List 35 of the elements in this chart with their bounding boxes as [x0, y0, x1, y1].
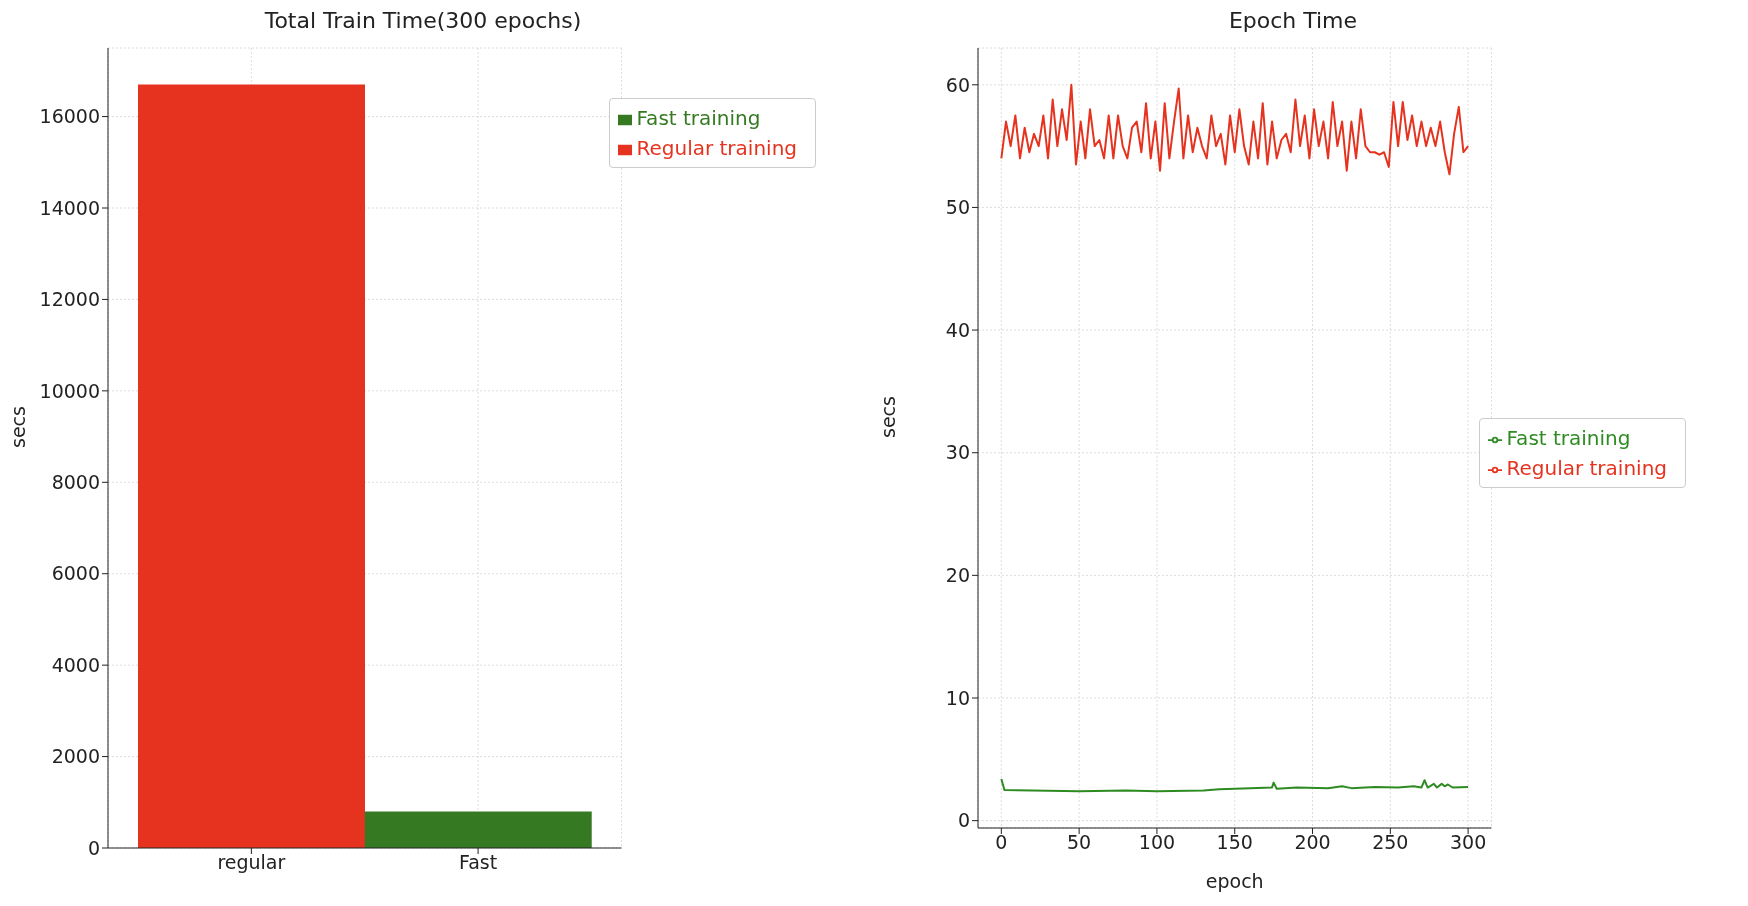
chart-title: Epoch Time: [1227, 8, 1359, 35]
x-tick-label: 100: [1138, 831, 1176, 854]
y-tick-label: 10000: [39, 379, 100, 402]
line-series: [1000, 777, 1470, 793]
legend-label: Regular training: [636, 136, 797, 160]
y-tick-label: 12000: [39, 288, 100, 311]
x-tick-label: 0: [995, 831, 1008, 854]
y-axis-title: secs: [6, 406, 29, 448]
legend-label: Regular training: [1506, 456, 1667, 480]
y-tick-label: 30: [945, 441, 970, 464]
y-tick-label: 10: [945, 686, 970, 709]
line-series: [1000, 83, 1470, 176]
x-tick-label: 300: [1449, 831, 1487, 854]
y-tick-label: 8000: [51, 471, 100, 494]
y-tick-label: 6000: [51, 562, 100, 585]
legend-label: Fast training: [1506, 426, 1631, 450]
legend-label: Fast training: [636, 106, 761, 130]
x-tick-label: regular: [217, 851, 286, 874]
y-tick-label: 50: [945, 196, 970, 219]
x-axis-title: epoch: [1205, 870, 1264, 892]
x-tick-label: 200: [1294, 831, 1331, 854]
x-tick-label: 50: [1067, 831, 1092, 854]
y-tick-label: 0: [957, 809, 970, 832]
x-tick-label: 150: [1216, 831, 1253, 854]
y-axis-title: secs: [876, 396, 899, 438]
x-tick-label: Fast: [459, 851, 498, 874]
x-tick-label: 250: [1372, 831, 1409, 854]
y-tick-label: 20: [945, 564, 970, 587]
y-tick-label: 40: [945, 318, 970, 341]
y-tick-label: 4000: [51, 653, 100, 676]
y-tick-label: 16000: [39, 105, 100, 128]
y-tick-label: 14000: [39, 196, 100, 219]
chart-title: Total Train Time(300 epochs): [263, 8, 583, 35]
y-tick-label: 60: [945, 73, 970, 96]
y-tick-label: 2000: [51, 745, 100, 768]
